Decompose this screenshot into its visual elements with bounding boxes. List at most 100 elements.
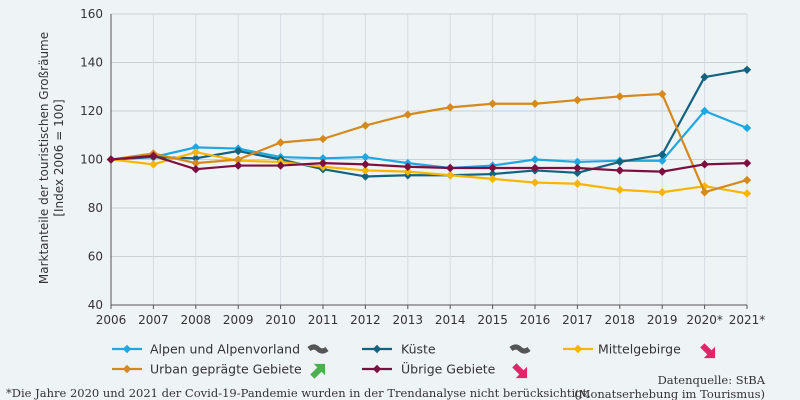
data-point [361, 172, 370, 181]
data-point [234, 161, 243, 170]
data-point [658, 89, 667, 99]
series-urban-geprägte-gebiete [106, 89, 752, 197]
data-point [700, 188, 709, 197]
data-point [658, 156, 667, 165]
data-point [446, 163, 455, 173]
x-tick-label: 2015 [477, 313, 508, 327]
data-point [530, 99, 540, 108]
x-tick-label: 2008 [181, 313, 212, 327]
legend-swatch-marker [122, 364, 132, 374]
data-point [615, 185, 624, 195]
data-point [361, 121, 370, 130]
trend-flat-icon [509, 344, 531, 354]
legend-label: Küste [401, 342, 436, 357]
legend-label: Übrige Gebiete [401, 361, 496, 377]
data-point [488, 163, 497, 173]
data-point [446, 171, 455, 180]
data-point [573, 95, 582, 105]
series-line [110, 154, 748, 173]
x-tick-label: 2014 [435, 313, 466, 327]
data-point [234, 155, 243, 164]
data-point [742, 158, 752, 168]
data-point [742, 175, 752, 185]
y-tick-label: 80 [88, 201, 103, 215]
y-tick-label: 60 [88, 250, 103, 264]
data-point [191, 143, 200, 152]
x-tick-label: 2018 [605, 313, 636, 327]
x-tick-label: 2017 [562, 313, 593, 327]
x-tick-label: 2009 [223, 313, 254, 327]
y-axis-label-line2: [Index 2006 = 100] [52, 99, 66, 216]
source-line-2: (Monatserhebung im Tourismus) [574, 387, 765, 400]
data-point [573, 157, 582, 167]
data-point [403, 162, 412, 171]
footer: *Die Jahre 2020 und 2021 der Covid-19-Pa… [6, 373, 766, 400]
data-point [361, 166, 370, 175]
footnote: *Die Jahre 2020 und 2021 der Covid-19-Pa… [6, 386, 591, 400]
data-point [191, 158, 200, 168]
data-point [700, 106, 709, 116]
y-tick-label: 40 [88, 298, 103, 312]
data-point [573, 179, 582, 188]
y-tick-label: 140 [80, 56, 103, 70]
legend-swatch-marker [573, 344, 583, 354]
data-point [742, 65, 752, 74]
data-point [191, 165, 200, 174]
data-point [615, 92, 624, 101]
data-point [361, 160, 370, 169]
trend-up-arrow-icon [310, 363, 326, 379]
series-line [110, 151, 748, 195]
data-point [700, 160, 709, 169]
x-tick-labels: 2006 2007 2008 2009 2010 2011 2012 2013 2014 2015… [96, 313, 766, 327]
data-point [234, 146, 243, 156]
trend-flat-icon [307, 344, 329, 354]
data-point [742, 123, 752, 133]
trend-down-arrow-icon [700, 343, 716, 359]
data-point [488, 99, 497, 108]
y-axis-label-line1: Marktanteile der touristischen Großräume [37, 32, 51, 284]
y-tick-label: 100 [80, 153, 103, 167]
legend-item-mittelgebirge: Mittelgebirge [563, 342, 716, 359]
legend-item-urban-geprägte-gebiete: Urban geprägte Gebiete [112, 362, 326, 379]
data-point [658, 188, 667, 197]
data-point [658, 150, 667, 159]
y-axis-label: Marktanteile der touristischen Großräume… [37, 32, 66, 284]
legend: Alpen und Alpenvorland Küste Mittelgebirge… [112, 342, 716, 379]
data-point [530, 155, 540, 164]
data-point [149, 151, 158, 161]
data-point [573, 168, 582, 178]
legend-swatch-marker [372, 364, 382, 374]
data-point [361, 152, 370, 162]
legend-item-küste: Küste [362, 342, 531, 357]
data-point [742, 189, 752, 198]
data-point [446, 103, 455, 112]
data-point [615, 157, 624, 167]
data-point [276, 161, 285, 170]
data-point [318, 158, 328, 168]
data-point [149, 160, 158, 169]
legend-swatch-marker [372, 344, 382, 354]
y-tick-label: 120 [80, 104, 103, 118]
series-lines [106, 65, 752, 198]
x-tick-label: 2021* [729, 313, 766, 327]
data-point [530, 178, 540, 187]
series-line [110, 68, 748, 178]
data-point [403, 110, 412, 119]
trend-down-arrow-icon [512, 363, 528, 379]
grid-lines [111, 13, 748, 305]
data-point [106, 155, 116, 164]
x-tick-label: 2010 [265, 313, 296, 327]
data-point [403, 167, 412, 176]
legend-item-alpen-und-alpenvorland: Alpen und Alpenvorland [112, 342, 329, 357]
series-übrige-gebiete [106, 151, 752, 176]
legend-swatch-marker [122, 344, 132, 354]
legend-label: Alpen und Alpenvorland [150, 342, 300, 357]
y-tick-label: 160 [80, 7, 103, 21]
y-tick-labels: 40 60 80 100 120 140 160 [80, 7, 103, 312]
data-point [191, 154, 200, 163]
x-tick-label: 2016 [520, 313, 551, 327]
data-point [488, 174, 497, 184]
x-tick-label: 2019 [647, 313, 678, 327]
x-tick-label: 2007 [138, 313, 169, 327]
